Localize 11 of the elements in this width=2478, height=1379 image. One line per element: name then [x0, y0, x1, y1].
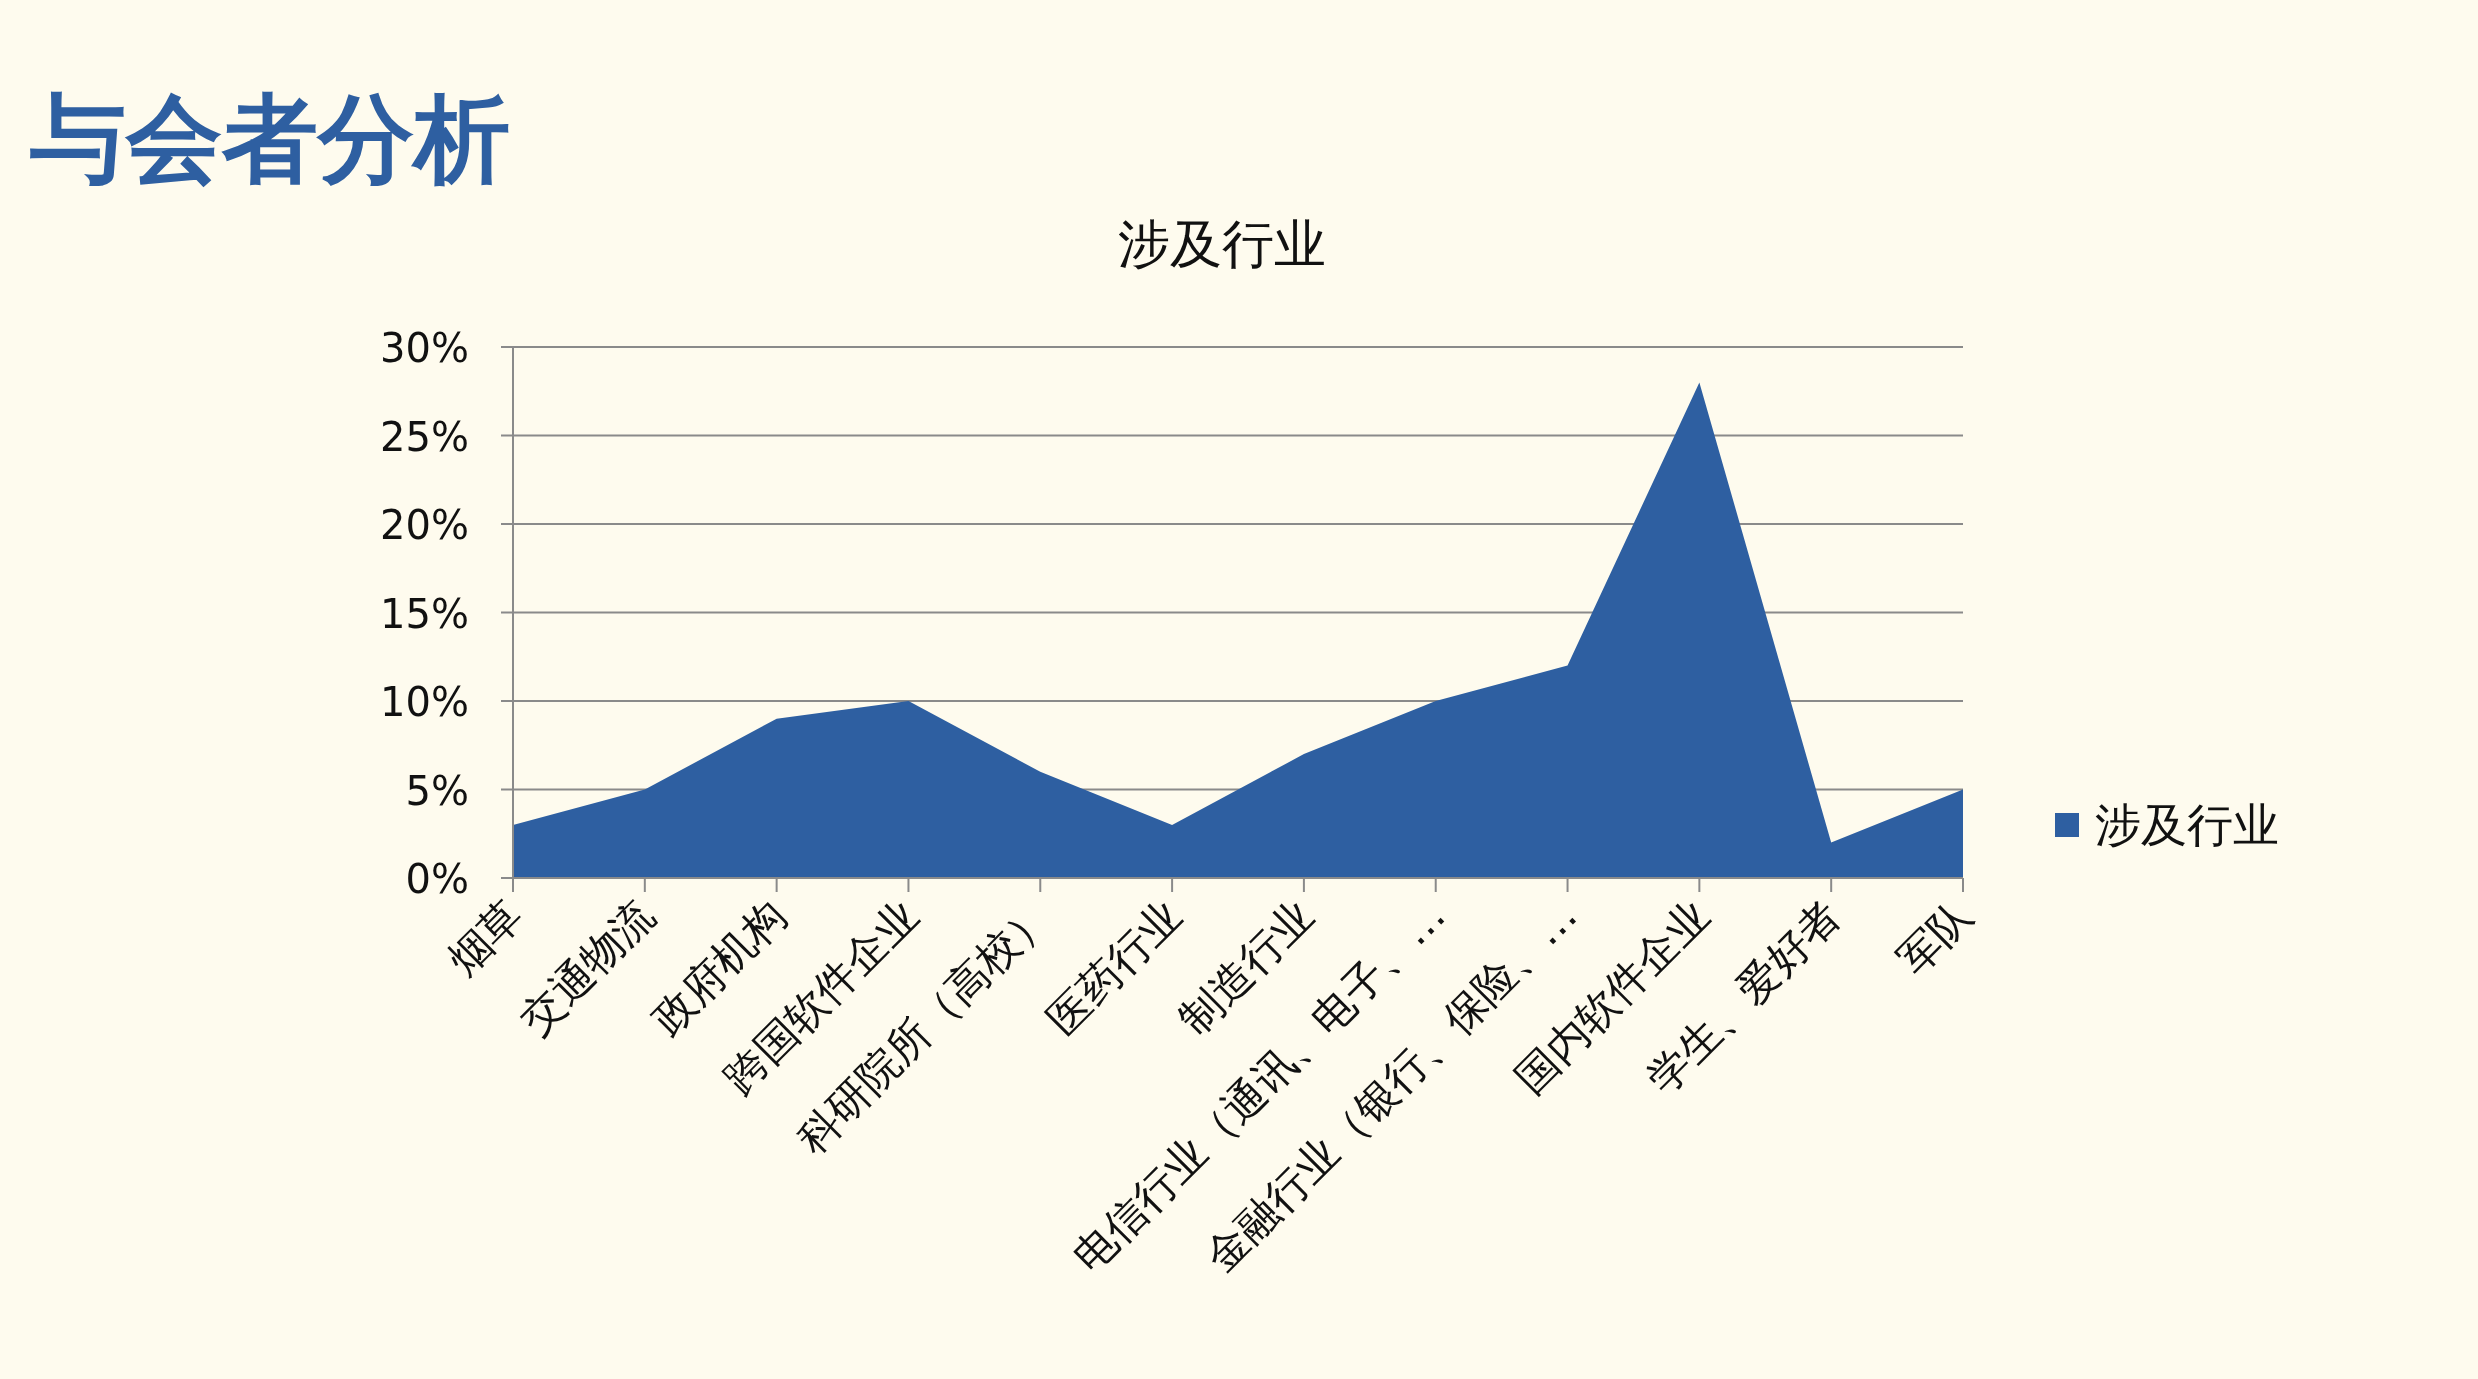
chart-subtitle: 涉及行业 [1118, 214, 1326, 274]
legend-label: 涉及行业 [2095, 798, 2279, 852]
x-tick-label: 军队 [1888, 890, 1983, 985]
chart-title: 与会者分析 [30, 83, 510, 195]
y-tick-label: 25% [380, 413, 469, 460]
y-tick-label: 5% [405, 767, 469, 814]
y-tick-label: 15% [380, 590, 469, 637]
y-tick-label: 10% [380, 679, 469, 725]
y-tick-label: 30% [380, 325, 469, 371]
y-tick-label: 0% [405, 856, 469, 902]
y-tick-label: 20% [380, 502, 469, 548]
